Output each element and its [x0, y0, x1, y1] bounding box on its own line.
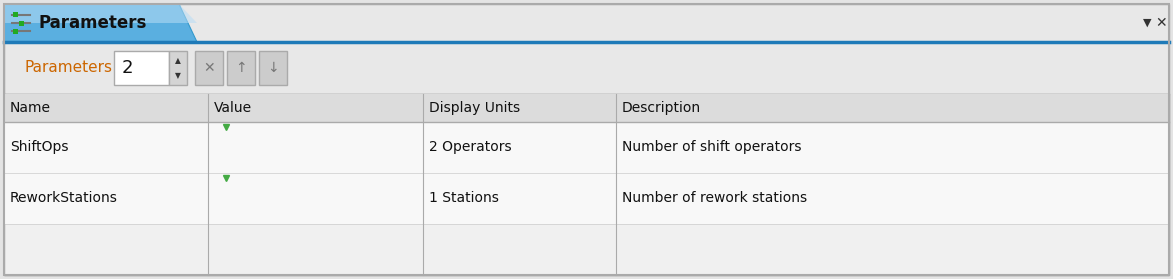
Text: ✕: ✕ — [1155, 16, 1167, 30]
Polygon shape — [4, 4, 197, 23]
FancyBboxPatch shape — [4, 94, 1169, 122]
FancyBboxPatch shape — [19, 20, 23, 25]
FancyBboxPatch shape — [4, 94, 1169, 275]
FancyBboxPatch shape — [4, 4, 1169, 275]
Text: Value: Value — [213, 101, 252, 115]
Text: Name: Name — [11, 101, 50, 115]
Text: Parameters: Parameters — [23, 61, 111, 76]
Text: 2: 2 — [122, 59, 134, 77]
FancyBboxPatch shape — [13, 12, 18, 17]
FancyBboxPatch shape — [228, 51, 255, 85]
Text: Number of rework stations: Number of rework stations — [622, 191, 807, 206]
Text: ✕: ✕ — [203, 61, 215, 75]
Text: ReworkStations: ReworkStations — [11, 191, 117, 206]
FancyBboxPatch shape — [4, 122, 1169, 173]
Text: ▼: ▼ — [175, 71, 181, 80]
Text: 1 Stations: 1 Stations — [429, 191, 500, 206]
Text: Parameters: Parameters — [38, 14, 147, 32]
FancyBboxPatch shape — [114, 51, 169, 85]
Text: 2 Operators: 2 Operators — [429, 141, 513, 155]
Text: ▲: ▲ — [175, 56, 181, 65]
FancyBboxPatch shape — [4, 173, 1169, 224]
Text: ↑: ↑ — [236, 61, 246, 75]
Text: ShiftOps: ShiftOps — [11, 141, 68, 155]
Text: ↓: ↓ — [267, 61, 279, 75]
FancyBboxPatch shape — [259, 51, 287, 85]
Text: Number of shift operators: Number of shift operators — [622, 141, 801, 155]
FancyBboxPatch shape — [13, 29, 18, 34]
Text: Display Units: Display Units — [429, 101, 521, 115]
Text: ▼: ▼ — [1143, 18, 1151, 28]
Text: Description: Description — [622, 101, 700, 115]
FancyBboxPatch shape — [195, 51, 223, 85]
Polygon shape — [4, 4, 197, 42]
FancyBboxPatch shape — [169, 51, 187, 85]
